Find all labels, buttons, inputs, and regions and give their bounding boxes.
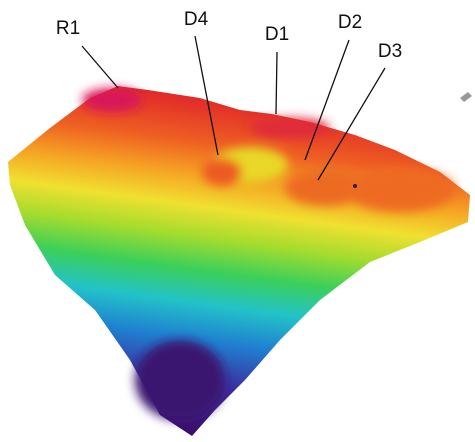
leader-line [82, 46, 118, 88]
terrain-figure: R1 D4 D1 D2 D3 [0, 0, 475, 442]
marker-dot [353, 184, 357, 188]
leader-line [276, 52, 277, 114]
site-label: D3 [378, 41, 402, 62]
terrain [8, 86, 472, 436]
terrain-surface [8, 86, 470, 436]
site-label: D2 [338, 12, 362, 33]
site-label: D1 [265, 24, 289, 45]
labels: R1 D4 D1 D2 D3 [56, 9, 402, 62]
site-label: D4 [184, 9, 209, 30]
corner-icon [460, 92, 472, 102]
site-label: R1 [56, 18, 80, 39]
